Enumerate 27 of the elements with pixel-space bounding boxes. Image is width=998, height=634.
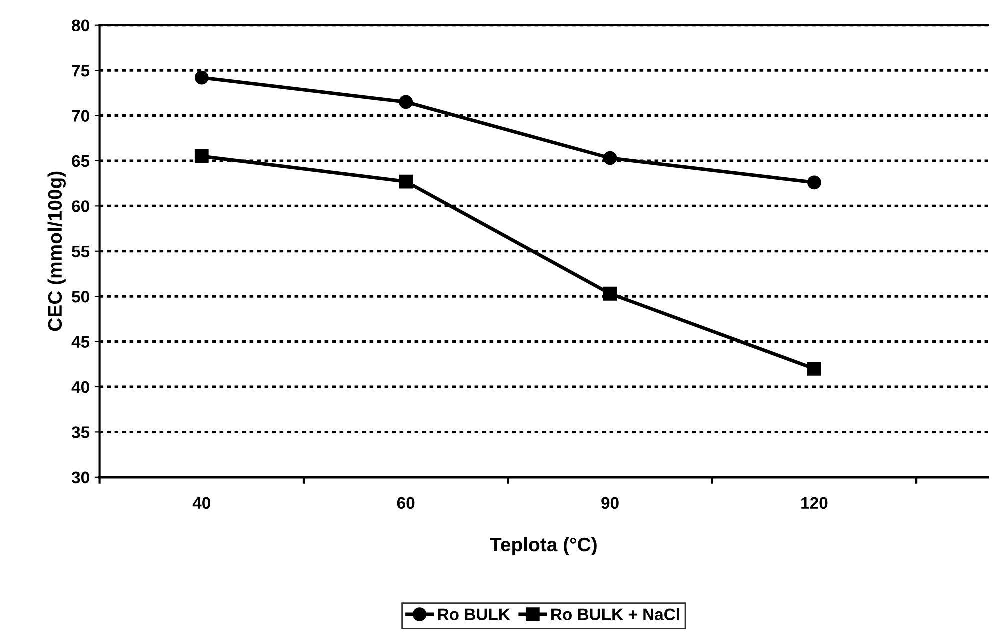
y-tick-label: 75 — [72, 65, 90, 77]
point — [399, 95, 414, 110]
y-tick-label: 70 — [72, 110, 90, 122]
y-tick-label: 65 — [72, 155, 90, 168]
point — [399, 174, 414, 189]
y-tick-label: 55 — [72, 246, 90, 258]
y-tick-label: 45 — [72, 336, 90, 348]
point — [808, 362, 822, 376]
x-tick-label: 60 — [397, 497, 415, 510]
y-tick-label: 35 — [72, 426, 90, 438]
x-axis-title: Teplota (°C) — [490, 537, 597, 556]
y-axis-title: CEC (mmol/100g) — [48, 172, 66, 332]
point — [603, 286, 618, 301]
x-tick-label: 90 — [602, 497, 619, 510]
point — [194, 150, 209, 164]
y-tick-label: 80 — [72, 20, 90, 32]
x-tick-label: 40 — [192, 497, 210, 510]
legend-label: Ro BULK — [438, 608, 510, 621]
y-tick-label: 50 — [72, 290, 90, 303]
y-tick-label: 30 — [72, 472, 90, 484]
y-tick-label: 60 — [72, 200, 90, 212]
point — [808, 176, 822, 190]
legend-label: Ro BULK + NaCl — [552, 608, 680, 621]
y-tick-label: 40 — [72, 381, 90, 394]
point — [603, 151, 618, 166]
x-tick-label: 120 — [802, 497, 828, 510]
point — [194, 70, 209, 85]
